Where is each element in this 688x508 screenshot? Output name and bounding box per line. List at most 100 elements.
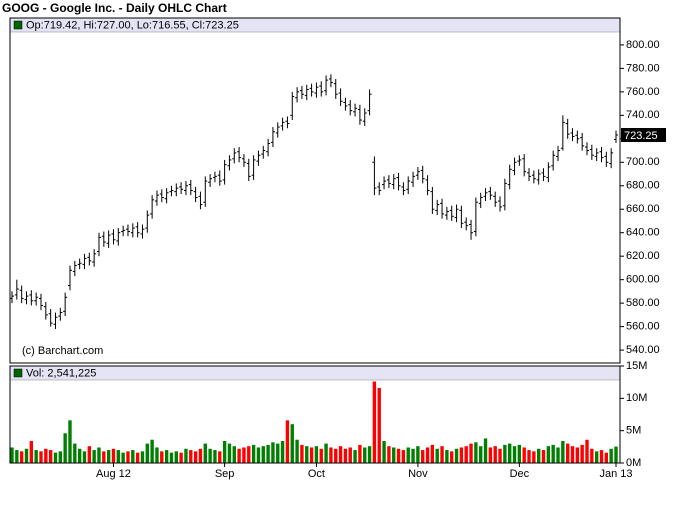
volume-bar — [498, 448, 502, 463]
volume-bar — [580, 444, 584, 463]
volume-bar — [121, 452, 125, 463]
last-price-label: 723.25 — [624, 130, 658, 142]
volume-bar — [561, 441, 565, 463]
volume-bar — [367, 446, 372, 463]
y-tick-label: 5M — [626, 425, 641, 437]
volume-bar — [565, 443, 570, 463]
volume-bar — [445, 450, 449, 463]
volume-bar — [77, 448, 82, 463]
x-tick-label: Dec — [510, 468, 530, 480]
volume-bar — [24, 448, 29, 463]
volume-bar — [382, 441, 386, 463]
volume-bar — [396, 448, 401, 463]
chart-title: GOOG - Google Inc. - Daily OHLC Chart — [2, 1, 227, 15]
volume-bar — [387, 446, 391, 463]
panel-header — [9, 365, 621, 381]
volume-bar — [145, 443, 149, 463]
volume-bar — [169, 452, 174, 463]
volume-bar — [309, 447, 314, 463]
volume-bar — [276, 443, 280, 463]
volume-bar — [227, 443, 232, 463]
volume-bar — [527, 450, 531, 463]
volume-bar — [247, 446, 251, 463]
y-tick-label: 760.00 — [626, 86, 660, 98]
volume-bar — [319, 448, 323, 463]
volume-bar — [82, 451, 87, 463]
volume-bar — [63, 433, 67, 463]
volume-bar — [604, 452, 609, 463]
volume-bar — [329, 447, 333, 463]
volume-bar — [290, 424, 294, 463]
volume-bar — [179, 452, 183, 463]
volume-bar — [358, 444, 362, 463]
volume-bar — [599, 450, 604, 463]
volume-bar — [305, 446, 309, 463]
volume-bar — [58, 451, 63, 463]
volume-bar — [556, 447, 560, 463]
volume-bar — [435, 448, 439, 463]
volume-bar — [295, 439, 299, 463]
volume-bar — [421, 450, 425, 463]
volume-bar — [314, 446, 319, 463]
volume-bar — [609, 448, 613, 463]
volume-bar — [450, 451, 454, 463]
y-tick-label: 780.00 — [626, 62, 660, 74]
volume-bar — [19, 451, 24, 463]
volume-bar — [469, 443, 473, 463]
volume-bar — [575, 447, 580, 463]
volume-bar — [92, 450, 96, 463]
volume-bar — [34, 450, 38, 463]
volume-bar — [522, 447, 526, 463]
y-tick-label: 600.00 — [626, 274, 660, 286]
volume-bar — [570, 446, 575, 463]
volume-bar — [503, 444, 507, 463]
volume-bar — [251, 444, 256, 463]
volume-bar — [29, 441, 34, 463]
volume-bar — [334, 448, 338, 463]
volume-bar — [189, 450, 193, 463]
y-tick-label: 580.00 — [626, 297, 660, 309]
x-tick-label: Oct — [308, 468, 325, 480]
volume-bar — [614, 446, 618, 463]
volume-bar — [508, 443, 512, 463]
volume-bar — [585, 439, 589, 463]
volume-bar — [271, 442, 275, 463]
volume-bar — [474, 442, 478, 463]
x-tick-label: Aug 12 — [96, 468, 131, 480]
volume-bar — [198, 448, 203, 463]
y-tick-label: 640.00 — [626, 227, 660, 239]
volume-bar — [150, 439, 154, 463]
volume-bar — [411, 448, 415, 463]
volume-bar — [541, 450, 546, 463]
volume-bar — [406, 447, 410, 463]
volume-bar — [594, 451, 599, 463]
y-tick-label: 10M — [626, 392, 647, 404]
volume-bar — [131, 450, 135, 463]
volume-bar — [256, 447, 261, 463]
volume-bar — [126, 451, 130, 463]
volume-bar — [222, 441, 227, 463]
volume-bar — [53, 452, 58, 463]
header-marker — [13, 368, 23, 378]
panel-info: Op:719.42, Hi:727.00, Lo:716.55, Cl:723.… — [26, 19, 239, 31]
volume-bar — [174, 451, 178, 463]
volume-bar — [285, 420, 290, 463]
volume-bar — [193, 451, 198, 463]
volume-bar — [261, 446, 265, 463]
volume-bar — [483, 438, 488, 463]
volume-bar — [44, 448, 48, 463]
y-tick-label: 680.00 — [626, 180, 660, 192]
volume-bar — [512, 446, 517, 463]
volume-bar — [10, 447, 14, 463]
y-tick-label: 560.00 — [626, 321, 660, 333]
volume-bar — [532, 451, 536, 463]
volume-bar — [488, 447, 493, 463]
volume-bar — [377, 387, 381, 463]
volume-bar — [15, 450, 19, 463]
y-tick-label: 620.00 — [626, 250, 660, 262]
volume-bar — [242, 447, 246, 463]
volume-bar — [300, 444, 304, 463]
volume-bar — [164, 450, 169, 463]
volume-bar — [208, 448, 212, 463]
